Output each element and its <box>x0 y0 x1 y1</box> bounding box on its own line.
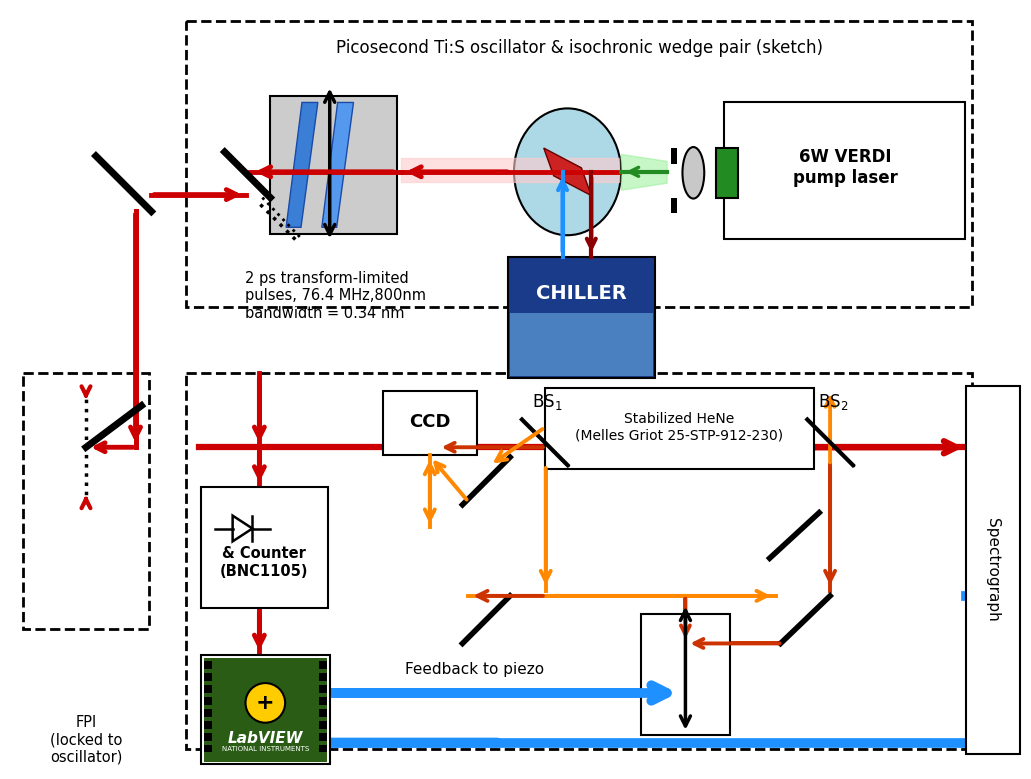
Bar <box>201 487 328 608</box>
Bar <box>204 661 211 669</box>
Bar <box>270 96 397 234</box>
Bar <box>204 732 211 741</box>
Bar <box>544 388 814 469</box>
Text: FPI
(locked to
oscillator): FPI (locked to oscillator) <box>49 715 122 764</box>
Text: NATIONAL INSTRUMENTS: NATIONAL INSTRUMENTS <box>222 746 309 753</box>
Bar <box>508 257 655 378</box>
Bar <box>319 709 327 717</box>
Bar <box>384 391 477 455</box>
Bar <box>204 709 211 717</box>
Bar <box>204 658 327 763</box>
Text: Feedback to piezo: Feedback to piezo <box>405 662 544 677</box>
Bar <box>319 732 327 741</box>
Text: Picosecond Ti:S oscillator & isochronic wedge pair (sketch): Picosecond Ti:S oscillator & isochronic … <box>336 39 823 57</box>
Text: BS$_2$: BS$_2$ <box>818 392 849 411</box>
Text: & Counter
(BNC1105): & Counter (BNC1105) <box>220 546 308 579</box>
Polygon shape <box>543 148 592 196</box>
Bar <box>204 673 211 681</box>
Text: Stabilized HeNe
(Melles Griot 25-STP-912-230): Stabilized HeNe (Melles Griot 25-STP-912… <box>575 412 784 442</box>
Text: CCD: CCD <box>409 414 451 432</box>
Bar <box>319 685 327 693</box>
Text: 6W VERDI
pump laser: 6W VERDI pump laser <box>793 149 897 187</box>
Bar <box>201 655 330 764</box>
Bar <box>641 614 730 735</box>
Polygon shape <box>322 103 354 227</box>
Polygon shape <box>287 103 318 227</box>
Ellipse shape <box>683 147 704 199</box>
Bar <box>186 373 972 749</box>
Bar <box>724 103 965 239</box>
Text: CHILLER: CHILLER <box>536 284 627 303</box>
Ellipse shape <box>514 108 621 235</box>
Bar <box>319 721 327 728</box>
Bar <box>204 745 211 753</box>
Bar <box>204 697 211 705</box>
Bar <box>319 697 327 705</box>
Bar <box>966 386 1021 754</box>
Text: LabVIEW: LabVIEW <box>228 731 303 746</box>
Text: BS$_1$: BS$_1$ <box>532 392 563 411</box>
Bar <box>319 661 327 669</box>
Bar <box>717 148 738 198</box>
Text: Spectrograph: Spectrograph <box>985 518 1000 622</box>
Text: +: + <box>256 693 274 713</box>
Bar <box>510 313 653 376</box>
Text: 2 ps transform-limited
pulses, 76.4 MHz,800nm
bandwidth = 0.34 nm: 2 ps transform-limited pulses, 76.4 MHz,… <box>244 271 426 321</box>
Bar <box>186 21 972 307</box>
Bar <box>319 745 327 753</box>
Bar <box>670 198 676 213</box>
Circle shape <box>245 683 286 723</box>
Bar <box>670 148 676 164</box>
Bar <box>23 373 149 629</box>
Bar <box>319 673 327 681</box>
Bar <box>204 685 211 693</box>
Bar <box>204 721 211 728</box>
